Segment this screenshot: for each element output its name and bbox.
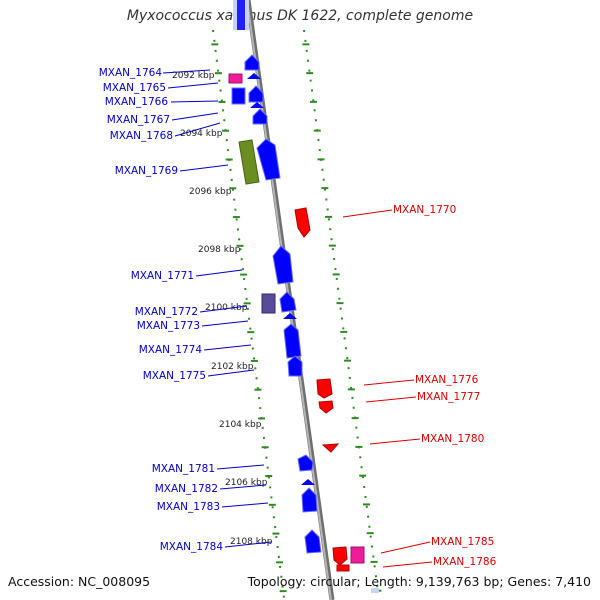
cds-mxan-1775[interactable] bbox=[287, 355, 303, 377]
cds-mxan-1783[interactable] bbox=[301, 487, 318, 513]
scale-label: 2092 kbp bbox=[172, 71, 215, 81]
cds-small[interactable] bbox=[247, 73, 261, 79]
cds-mxan-1784[interactable] bbox=[304, 529, 322, 554]
gene-label-mxan-1773[interactable]: MXAN_1773 bbox=[137, 320, 200, 332]
cds-mxan-1780[interactable] bbox=[321, 443, 340, 453]
cds-mxan-1772[interactable] bbox=[279, 291, 297, 313]
cds-mxan-1776[interactable] bbox=[316, 378, 333, 399]
gene-label-mxan-1772[interactable]: MXAN_1772 bbox=[135, 306, 198, 318]
gene-label-mxan-1782[interactable]: MXAN_1782 bbox=[155, 483, 218, 495]
cds-mxan-1782[interactable] bbox=[301, 479, 315, 485]
topology-text: Topology: circular; Length: 9,139,763 bp… bbox=[247, 574, 591, 589]
cds-mxan-1769[interactable] bbox=[256, 138, 281, 181]
cds-mxan-1781[interactable] bbox=[297, 454, 314, 472]
gene-label-mxan-1786[interactable]: MXAN_1786 bbox=[433, 556, 497, 568]
cds-mxan-1785[interactable] bbox=[332, 546, 348, 566]
scale-label: 2094 kbp bbox=[180, 129, 223, 139]
gene-label-mxan-1768[interactable]: MXAN_1768 bbox=[110, 130, 173, 142]
purple-feature[interactable] bbox=[261, 293, 276, 314]
cds-mxan-1767[interactable] bbox=[252, 108, 268, 125]
scale-label: 2098 kbp bbox=[198, 245, 241, 255]
partial-feature bbox=[371, 588, 379, 593]
gene-label-mxan-1775[interactable]: MXAN_1775 bbox=[143, 370, 206, 382]
gene-label-mxan-1769[interactable]: MXAN_1769 bbox=[115, 165, 178, 177]
gene-label-mxan-1777[interactable]: MXAN_1777 bbox=[417, 391, 480, 403]
gene-label-mxan-1771[interactable]: MXAN_1771 bbox=[131, 270, 194, 282]
scale-label: 2100 kbp bbox=[205, 303, 248, 313]
gene-label-mxan-1765[interactable]: MXAN_1765 bbox=[103, 82, 166, 94]
map-title: Myxococcus xanthus DK 1622, complete gen… bbox=[126, 8, 474, 24]
gene-label-mxan-1766[interactable]: MXAN_1766 bbox=[105, 96, 169, 108]
gene-label-mxan-1784[interactable]: MXAN_1784 bbox=[160, 541, 224, 553]
rna-feature[interactable] bbox=[228, 73, 243, 84]
reverse-gene-labels: MXAN_1770 MXAN_1776 MXAN_1777 MXAN_1780 … bbox=[342, 204, 497, 568]
scale-label: 2108 kbp bbox=[230, 537, 273, 547]
gene-label-mxan-1764[interactable]: MXAN_1764 bbox=[99, 67, 163, 79]
cds-mxan-1766[interactable] bbox=[248, 85, 264, 103]
scale-label: 2106 kbp bbox=[225, 478, 268, 488]
cds-mxan-1770[interactable] bbox=[294, 207, 311, 238]
cds-mxan-1774[interactable] bbox=[283, 323, 302, 359]
partial-feature-core bbox=[237, 0, 245, 30]
forward-gene-labels: MXAN_1764 MXAN_1765 MXAN_1766 MXAN_1767 … bbox=[99, 67, 272, 553]
gene-label-mxan-1783[interactable]: MXAN_1783 bbox=[157, 501, 220, 513]
scale-labels: 2092 kbp 2094 kbp 2096 kbp 2098 kbp 2100… bbox=[172, 71, 273, 547]
gene-label-mxan-1774[interactable]: MXAN_1774 bbox=[139, 344, 203, 356]
gene-label-mxan-1767[interactable]: MXAN_1767 bbox=[107, 114, 170, 126]
cds-partial[interactable] bbox=[336, 564, 350, 572]
gene-label-mxan-1780[interactable]: MXAN_1780 bbox=[421, 433, 484, 445]
left-tick-track bbox=[212, 29, 285, 599]
olive-feature[interactable] bbox=[238, 139, 260, 185]
gene-label-mxan-1785[interactable]: MXAN_1785 bbox=[431, 536, 494, 548]
scale-label: 2096 kbp bbox=[189, 187, 232, 197]
cds-mxan-1771[interactable] bbox=[272, 245, 294, 285]
cds-mxan-1765[interactable] bbox=[231, 87, 246, 105]
cds-small[interactable] bbox=[250, 102, 264, 108]
cds-mxan-1764[interactable] bbox=[244, 54, 260, 71]
major-ticks-left bbox=[211, 43, 287, 593]
gene-label-mxan-1776[interactable]: MXAN_1776 bbox=[415, 374, 479, 386]
cds-mxan-1777[interactable] bbox=[318, 400, 334, 414]
rna-mxan-1786[interactable] bbox=[350, 546, 365, 564]
gene-label-mxan-1781[interactable]: MXAN_1781 bbox=[152, 463, 215, 475]
accession-text: Accession: NC_008095 bbox=[8, 574, 151, 589]
feature-track bbox=[228, 54, 379, 593]
cds-mxan-1773[interactable] bbox=[283, 313, 297, 319]
gene-label-mxan-1770[interactable]: MXAN_1770 bbox=[393, 204, 456, 216]
scale-label: 2102 kbp bbox=[211, 362, 254, 372]
scale-label: 2104 kbp bbox=[219, 420, 262, 430]
